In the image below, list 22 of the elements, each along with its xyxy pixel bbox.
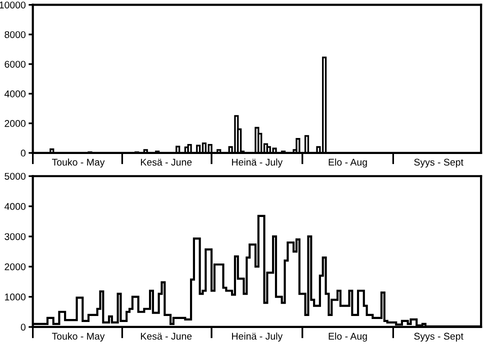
x-tick-label: Elo - Aug [328, 158, 367, 168]
x-tick-label: Heinä - July [232, 158, 283, 168]
y-tick-label: 5000 [4, 172, 26, 180]
y-tick-label: 2000 [4, 120, 26, 127]
x-tick-label: Syys - Sept [414, 332, 464, 342]
y-tick-label: 4000 [4, 90, 26, 98]
x-tick-label: Heinä - July [232, 332, 283, 342]
y-tick-label: 2000 [4, 263, 26, 270]
y-tick-label: 8000 [4, 31, 26, 38]
y-tick-label: 4000 [4, 203, 26, 210]
x-tick-label: Elo - Aug [328, 332, 367, 342]
y-tick-label: 0 [20, 150, 26, 157]
x-tick-label: Touko - May [52, 158, 105, 168]
x-tick-label: Syys - Sept [414, 158, 464, 168]
y-tick-label: 0 [20, 324, 26, 331]
x-tick-label: Touko - May [52, 332, 105, 342]
y-tick-label: 1000 [5, 294, 26, 300]
y-tick-label: 6000 [4, 60, 26, 68]
x-tick-label: Kesä - June [141, 158, 192, 166]
x-tick-label: Kesä - June [141, 332, 192, 340]
y-tick-label: 10000 [0, 2, 26, 8]
y-tick-label: 3000 [4, 233, 26, 240]
